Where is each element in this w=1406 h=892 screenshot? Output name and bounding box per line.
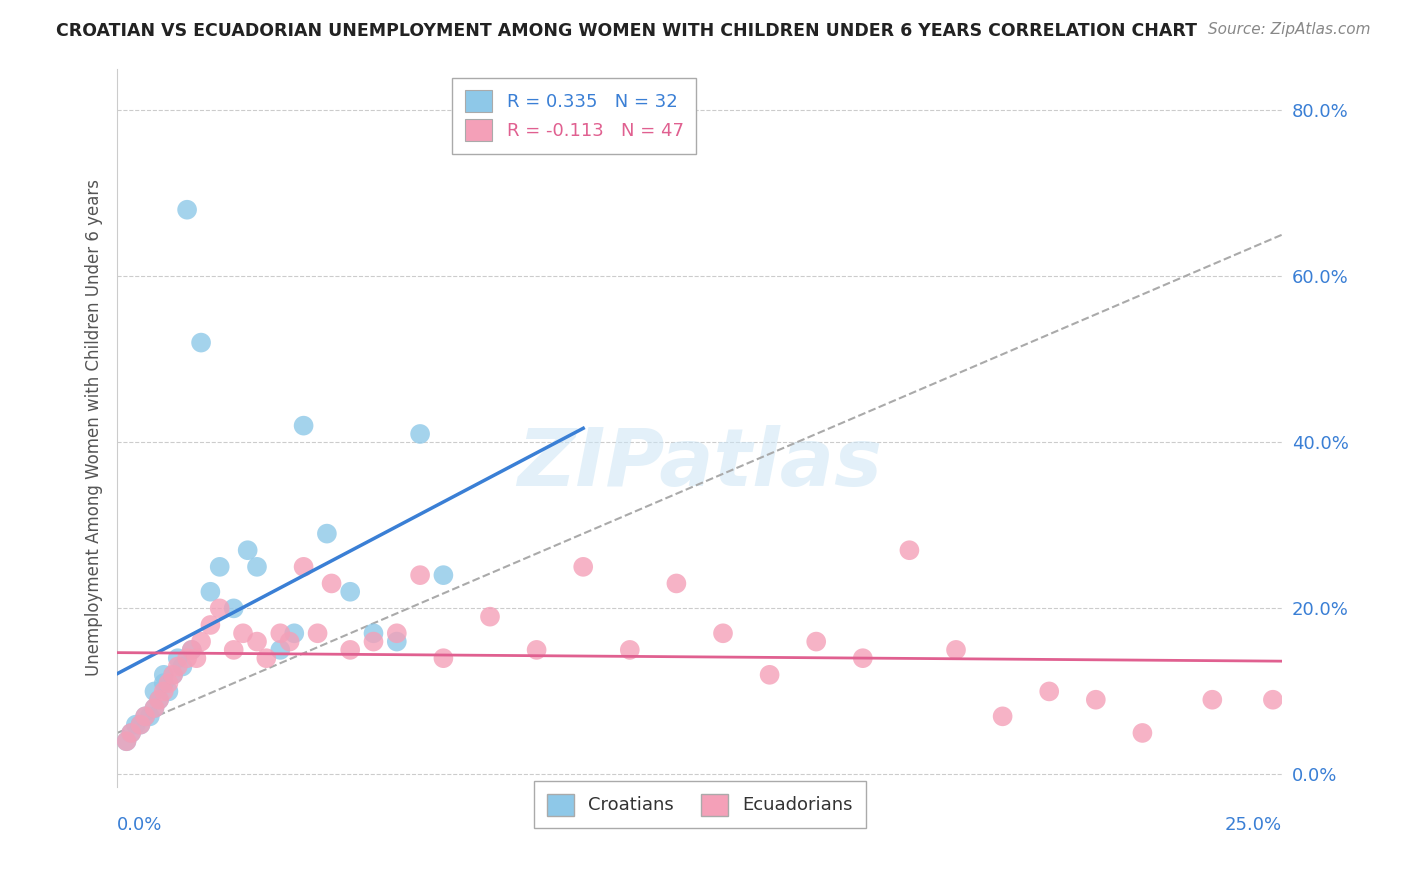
- Text: 25.0%: 25.0%: [1225, 815, 1282, 834]
- Point: [339, 643, 361, 657]
- Point: [172, 659, 194, 673]
- Point: [479, 609, 502, 624]
- Point: [180, 643, 202, 657]
- Point: [1132, 726, 1154, 740]
- Point: [236, 543, 259, 558]
- Point: [665, 576, 688, 591]
- Text: Source: ZipAtlas.com: Source: ZipAtlas.com: [1208, 22, 1371, 37]
- Point: [806, 634, 828, 648]
- Point: [711, 626, 734, 640]
- Point: [758, 668, 780, 682]
- Point: [129, 717, 152, 731]
- Point: [363, 634, 385, 648]
- Point: [269, 643, 291, 657]
- Point: [157, 676, 180, 690]
- Point: [134, 709, 156, 723]
- Point: [246, 634, 269, 648]
- Point: [148, 692, 170, 706]
- Point: [315, 526, 337, 541]
- Text: 0.0%: 0.0%: [117, 815, 163, 834]
- Point: [526, 643, 548, 657]
- Point: [409, 568, 432, 582]
- Point: [162, 668, 184, 682]
- Legend: Croatians, Ecuadorians: Croatians, Ecuadorians: [534, 780, 866, 828]
- Point: [200, 618, 222, 632]
- Text: ZIPatlas: ZIPatlas: [517, 425, 882, 503]
- Point: [1084, 692, 1107, 706]
- Point: [166, 651, 188, 665]
- Point: [134, 709, 156, 723]
- Point: [432, 568, 454, 582]
- Point: [152, 676, 174, 690]
- Point: [321, 576, 343, 591]
- Point: [190, 335, 212, 350]
- Point: [246, 559, 269, 574]
- Point: [222, 643, 245, 657]
- Point: [143, 701, 166, 715]
- Point: [120, 726, 142, 740]
- Point: [176, 202, 198, 217]
- Point: [200, 584, 222, 599]
- Point: [898, 543, 921, 558]
- Point: [115, 734, 138, 748]
- Point: [152, 668, 174, 682]
- Point: [1201, 692, 1223, 706]
- Point: [1038, 684, 1060, 698]
- Point: [180, 643, 202, 657]
- Text: CROATIAN VS ECUADORIAN UNEMPLOYMENT AMONG WOMEN WITH CHILDREN UNDER 6 YEARS CORR: CROATIAN VS ECUADORIAN UNEMPLOYMENT AMON…: [56, 22, 1198, 40]
- Point: [190, 634, 212, 648]
- Point: [339, 584, 361, 599]
- Point: [186, 651, 208, 665]
- Point: [619, 643, 641, 657]
- Point: [945, 643, 967, 657]
- Point: [162, 668, 184, 682]
- Point: [129, 717, 152, 731]
- Point: [157, 684, 180, 698]
- Point: [232, 626, 254, 640]
- Point: [143, 701, 166, 715]
- Point: [572, 559, 595, 574]
- Point: [432, 651, 454, 665]
- Point: [222, 601, 245, 615]
- Point: [363, 626, 385, 640]
- Point: [852, 651, 875, 665]
- Point: [283, 626, 305, 640]
- Y-axis label: Unemployment Among Women with Children Under 6 years: Unemployment Among Women with Children U…: [86, 179, 103, 676]
- Point: [278, 634, 301, 648]
- Point: [292, 559, 315, 574]
- Point: [254, 651, 277, 665]
- Point: [208, 559, 231, 574]
- Point: [991, 709, 1014, 723]
- Point: [269, 626, 291, 640]
- Point: [385, 626, 408, 640]
- Point: [307, 626, 329, 640]
- Point: [166, 659, 188, 673]
- Point: [1261, 692, 1284, 706]
- Point: [292, 418, 315, 433]
- Point: [385, 634, 408, 648]
- Point: [120, 726, 142, 740]
- Point: [148, 692, 170, 706]
- Point: [409, 426, 432, 441]
- Point: [125, 717, 148, 731]
- Point: [115, 734, 138, 748]
- Point: [176, 651, 198, 665]
- Point: [139, 709, 162, 723]
- Point: [208, 601, 231, 615]
- Point: [152, 684, 174, 698]
- Point: [143, 684, 166, 698]
